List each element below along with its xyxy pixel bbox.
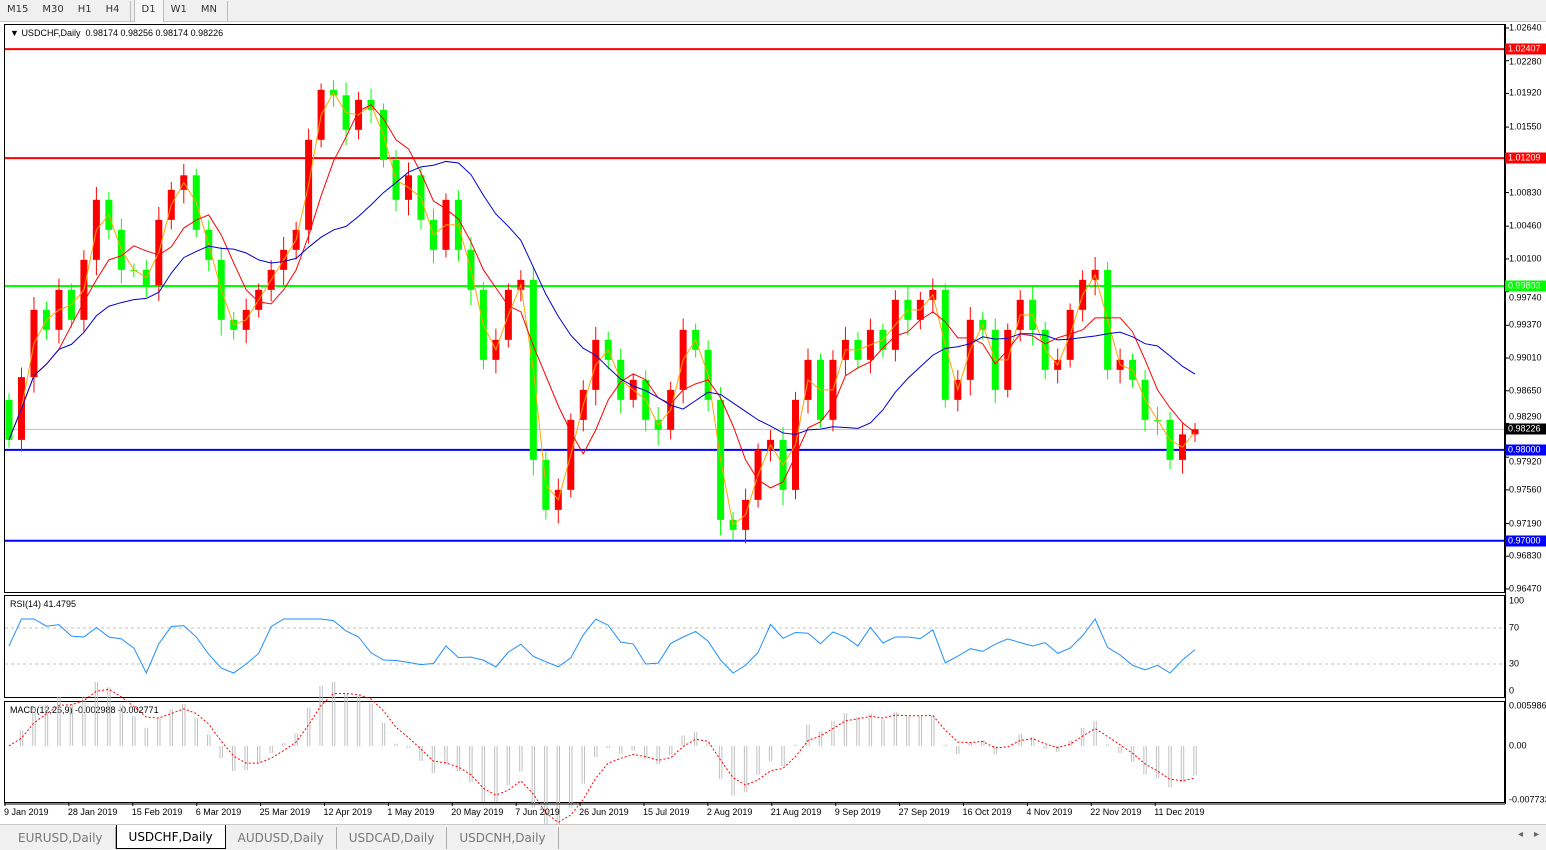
rsi-tick-label: 70 xyxy=(1509,622,1520,633)
macd-tick-label: -0.007733 xyxy=(1509,794,1546,805)
price-tick-label: 0.99010 xyxy=(1509,352,1542,363)
date-label: 1 May 2019 xyxy=(387,807,435,817)
date-label: 21 Aug 2019 xyxy=(770,807,822,817)
rsi-pane[interactable]: RSI(14) 41.4795 xyxy=(4,595,1505,698)
tab-eurusd[interactable]: EURUSD,Daily xyxy=(6,827,116,849)
date-label: 27 Sep 2019 xyxy=(898,807,950,817)
price-tick-label: 1.00100 xyxy=(1509,253,1542,264)
date-label: 26 Jun 2019 xyxy=(579,807,629,817)
date-label: 16 Oct 2019 xyxy=(962,807,1012,817)
scroll-left-icon[interactable]: ◂ xyxy=(1518,829,1524,840)
date-label: 20 May 2019 xyxy=(451,807,504,817)
level-price-label: 0.98000 xyxy=(1505,444,1546,456)
date-label: 6 Mar 2019 xyxy=(195,807,242,817)
price-tick-label: 0.99370 xyxy=(1509,319,1542,330)
price-tick-label: 1.00460 xyxy=(1509,220,1542,231)
current-price-label: 0.98226 xyxy=(1505,423,1546,435)
rsi-tick-label: 100 xyxy=(1509,595,1525,606)
toolbar-separator xyxy=(226,0,228,21)
chart-tabs: EURUSD,Daily USDCHF,Daily AUDUSD,Daily USDC… xyxy=(0,824,1546,850)
date-label: 4 Nov 2019 xyxy=(1026,807,1073,817)
timeframe-mn[interactable]: MN xyxy=(200,3,217,15)
date-label: 12 Apr 2019 xyxy=(323,807,373,817)
rsi-title: RSI(14) 41.4795 xyxy=(10,599,77,609)
timeframe-m15[interactable]: M15 xyxy=(7,3,29,15)
price-tick-label: 1.01920 xyxy=(1509,87,1542,98)
date-label: 2 Aug 2019 xyxy=(706,807,753,817)
price-tick-label: 1.02280 xyxy=(1509,56,1542,67)
macd-title: MACD(12,26,9) -0.002988 -0.002771 xyxy=(10,705,159,715)
date-label: 11 Dec 2019 xyxy=(1154,807,1205,817)
price-tick-label: 0.97920 xyxy=(1509,456,1542,467)
date-label: 22 Nov 2019 xyxy=(1090,807,1142,817)
price-tick-label: 1.00830 xyxy=(1509,187,1542,198)
tab-audusd[interactable]: AUDUSD,Daily xyxy=(226,827,337,849)
date-label: 28 Jan 2019 xyxy=(67,807,118,817)
price-tick-label: 0.97560 xyxy=(1509,484,1542,495)
timeframe-h4[interactable]: H4 xyxy=(105,3,120,15)
date-label: 15 Jul 2019 xyxy=(643,807,690,817)
price-tick-label: 0.96470 xyxy=(1509,583,1542,594)
scroll-right-icon[interactable]: ▸ xyxy=(1534,829,1540,840)
level-price-label: 0.99803 xyxy=(1505,280,1546,292)
price-tick-label: 0.97190 xyxy=(1509,518,1542,528)
macd-tick-label: 0.005986 xyxy=(1509,700,1546,711)
level-price-label: 0.97000 xyxy=(1505,535,1546,547)
macd-tick-label: 0.00 xyxy=(1509,740,1527,751)
tab-usdcad[interactable]: USDCAD,Daily xyxy=(337,827,448,849)
price-chart-pane[interactable]: ▼ USDCHF,Daily 0.98174 0.98256 0.98174 0… xyxy=(4,24,1505,593)
toolbar-separator xyxy=(129,0,131,21)
price-tick-label: 0.98290 xyxy=(1509,411,1542,422)
price-tick-label: 0.99740 xyxy=(1509,292,1542,303)
chart-title: ▼ USDCHF,Daily 0.98174 0.98256 0.98174 0… xyxy=(10,28,223,38)
price-tick-label: 1.01550 xyxy=(1509,121,1542,132)
level-price-label: 1.01209 xyxy=(1505,152,1546,164)
price-tick-label: 1.02640 xyxy=(1509,22,1542,33)
date-label: 7 Jun 2019 xyxy=(515,807,560,817)
tab-usdchf[interactable]: USDCHF,Daily xyxy=(115,825,226,849)
timeframe-w1[interactable]: W1 xyxy=(170,3,187,15)
price-tick-label: 0.96830 xyxy=(1509,550,1542,561)
macd-pane[interactable]: MACD(12,26,9) -0.002988 -0.002771 xyxy=(4,701,1505,803)
symbol-label: USDCHF,Daily xyxy=(21,28,81,38)
rsi-tick-label: 30 xyxy=(1509,658,1520,669)
timeframe-toolbar: M15 M30 H1 H4 D1 W1 MN xyxy=(0,0,1546,22)
rsi-tick-label: 0 xyxy=(1509,685,1515,696)
timeframe-m30[interactable]: M30 xyxy=(42,3,64,15)
level-price-label: 1.02407 xyxy=(1505,43,1546,55)
date-label: 25 Mar 2019 xyxy=(259,807,311,817)
ohlc-values: 0.98174 0.98256 0.98174 0.98226 xyxy=(85,28,224,38)
date-label: 9 Sep 2019 xyxy=(834,807,881,817)
tab-usdcnh[interactable]: USDCNH,Daily xyxy=(447,827,559,849)
date-label: 15 Feb 2019 xyxy=(131,807,183,817)
price-tick-label: 0.98650 xyxy=(1509,385,1542,396)
timeframe-d1[interactable]: D1 xyxy=(133,0,164,22)
dropdown-triangle-icon[interactable]: ▼ xyxy=(10,28,19,38)
date-label: 9 Jan 2019 xyxy=(4,807,49,817)
timeframe-h1[interactable]: H1 xyxy=(77,3,92,15)
